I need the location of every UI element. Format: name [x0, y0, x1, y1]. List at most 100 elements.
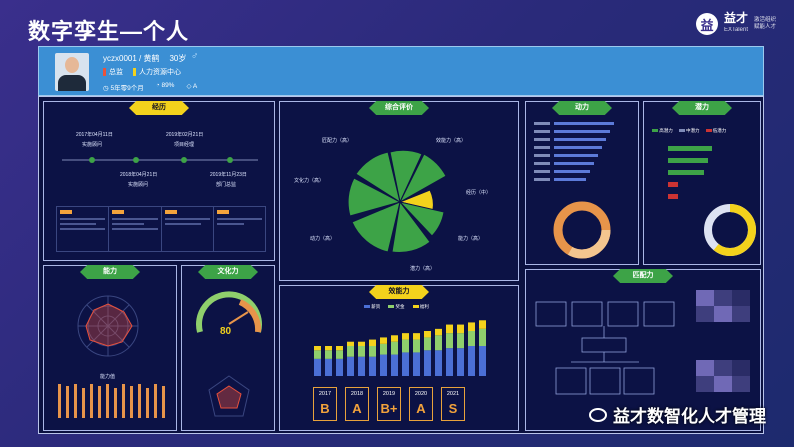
motivation-title: 动力: [552, 101, 612, 115]
bar-福利-6: [369, 339, 376, 346]
timeline-date-3: 2018年04月21日: [120, 171, 157, 178]
rose-label-7: 潜力（高）: [410, 265, 435, 272]
bar-奖金-12: [435, 335, 442, 351]
bar-薪资-3: [336, 358, 343, 376]
bar-奖金-6: [369, 346, 376, 357]
potential-title: 潜力: [672, 101, 732, 115]
watermark: 益才数智化人才管理: [589, 402, 766, 427]
timeline-label-4: 部门总监: [216, 181, 236, 188]
ability-title: 能力: [80, 265, 140, 279]
tenure-stat: ◷ 5年零9个月: [103, 85, 144, 92]
bar-福利-1: [314, 346, 321, 351]
bar-福利-10: [413, 333, 420, 340]
bar-薪资-4: [347, 356, 354, 376]
bar-薪资-10: [413, 352, 420, 376]
experience-panel: 经历 2017年04月11日 实施顾问 2019年02月21日 项目经理 201…: [43, 101, 275, 261]
bar-福利-3: [336, 346, 343, 351]
performance-stacked-bar-chart: [314, 320, 486, 376]
performance-legend: 薪资 奖金 福利: [364, 304, 429, 310]
bar-薪资-9: [402, 352, 409, 376]
legend-item-benefit: 福利: [412, 304, 429, 310]
grade-2017: 2017 B: [313, 387, 337, 421]
rose-label-1: 匠配力（高）: [322, 137, 352, 144]
dashboard-board: 经历 2017年04月11日 实施顾问 2019年02月21日 项目经理 201…: [38, 96, 764, 434]
performance-panel: 效能力 薪资 奖金 福利: [279, 285, 519, 431]
rose-label-3: 文化力（高）: [294, 177, 324, 184]
bar-薪资-16: [479, 346, 486, 376]
overall-title: 综合评价: [369, 101, 429, 115]
culture-charts: [196, 291, 262, 417]
culture-gauge-value: 80: [220, 326, 232, 337]
matching-panel: 匹配力: [525, 269, 761, 431]
bar-奖金-14: [457, 333, 464, 349]
timeline-date-4: 2019年11月23日: [210, 171, 247, 178]
timeline-label-2: 项目经理: [174, 141, 194, 148]
bar-福利-2: [325, 346, 332, 351]
bar-薪资-15: [468, 346, 475, 376]
bar-薪资-1: [314, 358, 321, 376]
matching-org-chart: [535, 290, 750, 395]
culture-title: 文化力: [198, 265, 258, 279]
legend-item-salary: 薪资: [364, 304, 380, 310]
bar-福利-7: [380, 337, 387, 344]
profile-bar: yczx0001 / 黄鹤 30岁 ♂ 总监 人力资源中心 ◷ 5年零9个月 ◔ …: [38, 46, 764, 96]
ability-legend-text: 能力值: [100, 373, 115, 380]
bar-薪资-7: [380, 354, 387, 376]
rose-label-2: 效能力（高）: [436, 137, 466, 144]
profile-name: yczx0001 / 黄鹤 30岁: [103, 54, 187, 63]
bar-福利-13: [446, 324, 453, 334]
brand-logo: 益 益才 EXTalent 激活组织 赋能人才: [695, 12, 776, 36]
dept-tag-hr: 人力资源中心: [133, 67, 181, 77]
rose-label-6: 能力（高）: [458, 235, 483, 242]
motivation-charts: [534, 122, 614, 259]
motivation-panel: 动力: [525, 101, 639, 265]
male-icon: ♂: [191, 51, 199, 62]
timeline-date-2: 2019年02月21日: [166, 131, 203, 138]
bar-福利-11: [424, 331, 431, 338]
bar-奖金-10: [413, 339, 420, 353]
bar-薪资-5: [358, 356, 365, 376]
wechat-icon: [589, 407, 607, 422]
experience-title: 经历: [129, 101, 189, 115]
dept-tag-director: 总监: [103, 67, 123, 77]
bar-福利-16: [479, 320, 486, 329]
page-title: 数字孪生—个人: [28, 19, 190, 44]
ability-charts: 能力值: [58, 295, 165, 418]
profile-tags: 总监 人力资源中心: [103, 67, 181, 77]
overall-panel: 综合评价 匠配力（高） 效能力（高） 文化力（高） 经历（中） 动力（高） 能力…: [279, 101, 519, 281]
potential-panel: 潜力 高潜力 中潜力 低潜力: [643, 101, 761, 265]
bar-奖金-9: [402, 339, 409, 353]
bar-福利-4: [347, 341, 354, 346]
level-stat: ◇ A: [186, 83, 198, 90]
bar-奖金-16: [479, 328, 486, 346]
bar-奖金-2: [325, 350, 332, 359]
bar-薪资-12: [435, 350, 442, 376]
grade-2021: 2021 S: [441, 387, 465, 421]
brand-slogan: 激活组织 赋能人才: [753, 17, 776, 30]
timeline-date-1: 2017年04月11日: [76, 131, 113, 138]
score-stat: ◔ 89%: [155, 82, 175, 89]
grade-2019: 2019 B+: [377, 387, 401, 421]
overall-rose-chart: 匠配力（高） 效能力（高） 文化力（高） 经历（中） 动力（高） 能力（高） 潜…: [294, 137, 491, 272]
experience-timeline: 2017年04月11日 实施顾问 2019年02月21日 项目经理 2018年0…: [62, 131, 258, 188]
bar-福利-8: [391, 335, 398, 342]
potential-charts: [668, 146, 756, 256]
bar-奖金-3: [336, 350, 343, 359]
experience-cards: [56, 206, 266, 252]
rose-label-5: 动力（高）: [310, 235, 335, 242]
profile-stats: ◷ 5年零9个月 ◔ 89% ◇ A: [103, 82, 197, 92]
bar-福利-9: [402, 333, 409, 340]
logo-icon: 益: [695, 13, 718, 35]
culture-panel: 文化力 80: [181, 265, 275, 431]
bar-薪资-8: [391, 354, 398, 376]
ability-panel: 能力 能力值: [43, 265, 177, 431]
timeline-label-1: 实施顾问: [82, 141, 102, 148]
bar-奖金-1: [314, 350, 321, 359]
potential-legend: 高潜力 中潜力 低潜力: [652, 128, 726, 134]
bar-奖金-4: [347, 346, 354, 357]
bar-奖金-5: [358, 346, 365, 357]
bar-福利-12: [435, 328, 442, 336]
bar-福利-14: [457, 324, 464, 334]
rose-label-4: 经历（中）: [466, 189, 491, 196]
grade-2018: 2018 A: [345, 387, 369, 421]
